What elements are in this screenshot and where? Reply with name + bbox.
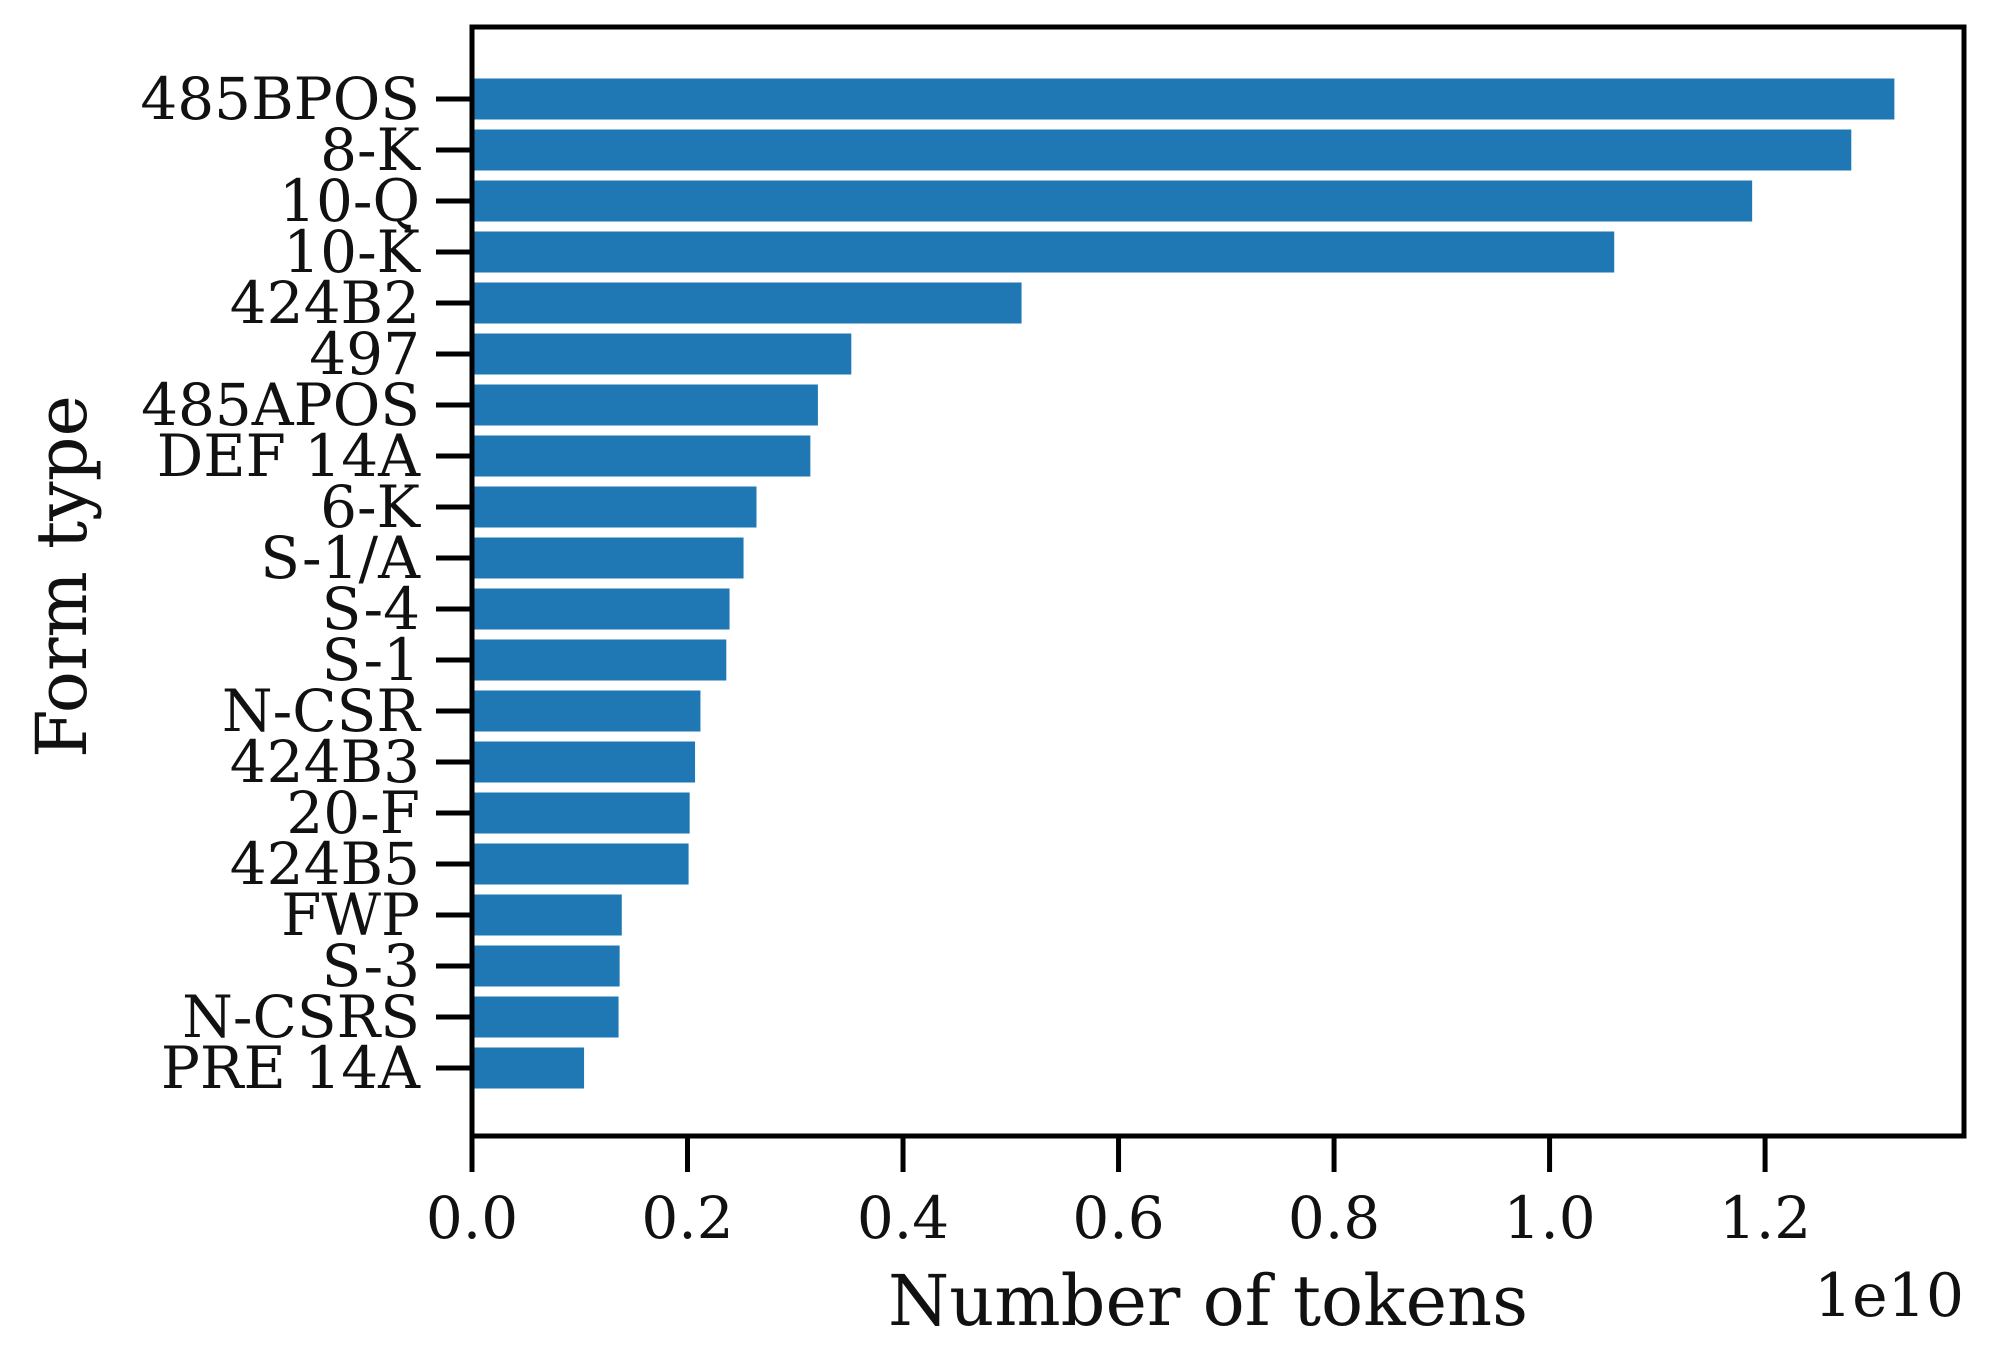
bar-def-14a	[472, 435, 811, 477]
y-tick-label: PRE 14A	[161, 1034, 421, 1102]
bar-pre-14a	[472, 1047, 585, 1089]
x-tick-label: 0.8	[1288, 1184, 1380, 1252]
y-tick-label: 10-Q	[279, 167, 420, 235]
x-tick-label: 1.0	[1503, 1184, 1595, 1252]
bar-6-k	[472, 486, 757, 528]
y-tick-label: N-CSR	[222, 677, 422, 745]
y-tick-label: FWP	[281, 881, 420, 949]
y-tick-label: 424B3	[230, 728, 420, 796]
y-tick-label: 20-F	[286, 779, 420, 847]
bar-8-k	[472, 129, 1852, 171]
bar-497	[472, 333, 852, 375]
bar-424b5	[472, 843, 689, 885]
bar-485bpos	[472, 78, 1895, 120]
bar-485apos	[472, 384, 818, 426]
y-tick-label: 485APOS	[141, 371, 420, 439]
bar-s-1	[472, 639, 727, 681]
bar-fwp	[472, 894, 622, 936]
x-tick-label: 0.2	[641, 1184, 733, 1252]
x-tick-label: 0.4	[857, 1184, 949, 1252]
y-tick-label: S-4	[322, 575, 420, 643]
x-tick-label: 0.6	[1072, 1184, 1164, 1252]
bar-s-3	[472, 945, 620, 987]
y-axis-title: Form type	[21, 395, 103, 758]
plot-frame	[469, 24, 1967, 1139]
y-tick-label: 485BPOS	[140, 65, 420, 133]
y-tick-label: 424B2	[230, 269, 420, 337]
bar-424b2	[472, 282, 1022, 324]
bars-group	[472, 78, 1895, 1089]
y-tick-label: S-1/A	[260, 524, 421, 592]
y-tick-label: S-1	[322, 626, 420, 694]
y-tick-label: 497	[309, 320, 420, 388]
bar-n-csr	[472, 690, 701, 732]
x-tick-label: 1.2	[1719, 1184, 1811, 1252]
x-axis-ticks: 0.0 0.2 0.4 0.6 0.8 1.0 1.2	[426, 1136, 1811, 1252]
bar-s-4	[472, 588, 730, 630]
bar-10-q	[472, 180, 1753, 222]
x-axis-scale-label: 1e10	[1814, 1261, 1964, 1331]
y-tick-label: DEF 14A	[157, 422, 421, 490]
y-tick-label: 424B5	[230, 830, 420, 898]
bar-424b3	[472, 741, 696, 783]
y-tick-label: S-3	[322, 932, 420, 1000]
x-tick-label: 0.0	[426, 1184, 518, 1252]
y-tick-label: 10-K	[283, 218, 421, 286]
bar-20-f	[472, 792, 690, 834]
bar-n-csrs	[472, 996, 619, 1038]
y-tick-label: N-CSRS	[182, 983, 420, 1051]
bar-s-1-a	[472, 537, 744, 579]
y-tick-label: 8-K	[320, 116, 421, 184]
bar-10-k	[472, 231, 1615, 273]
y-tick-label: 6-K	[320, 473, 421, 541]
x-axis-title: Number of tokens	[888, 1260, 1528, 1342]
